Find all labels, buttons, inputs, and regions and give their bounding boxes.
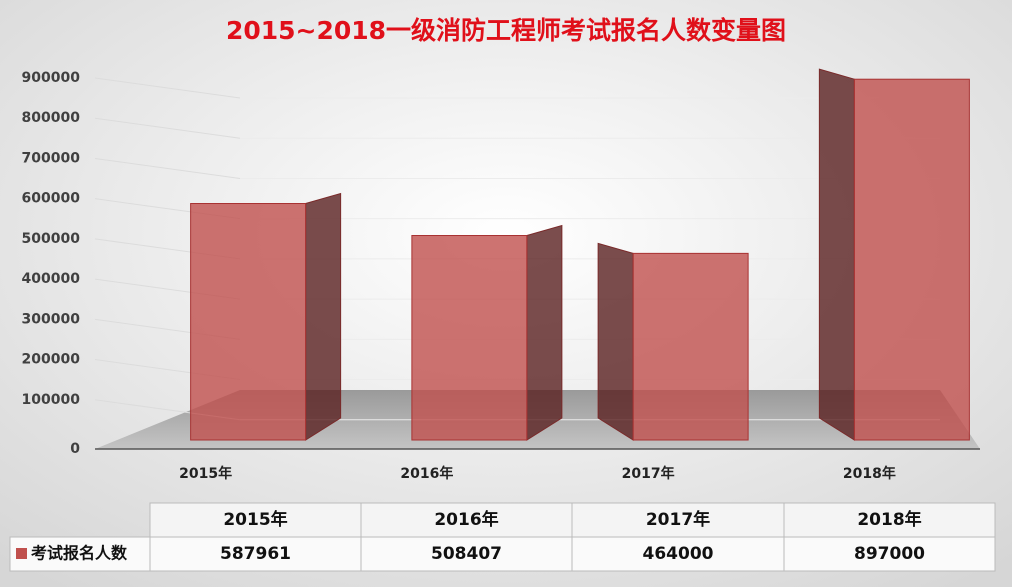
x-tick-label: 2015年 bbox=[179, 465, 232, 482]
bar bbox=[632, 252, 749, 441]
bar-side bbox=[818, 68, 855, 441]
y-tick-label: 500000 bbox=[22, 231, 81, 247]
x-tick-label: 2016年 bbox=[400, 465, 453, 482]
bar-side bbox=[305, 192, 342, 441]
x-tick-label: 2017年 bbox=[622, 465, 675, 482]
data-table: 考试报名人数 2015年 587961 2016年 508407 2017年 464000 2… bbox=[9, 502, 996, 572]
bar bbox=[853, 78, 970, 441]
legend-swatch bbox=[16, 548, 27, 559]
table-header: 2015年 bbox=[223, 509, 287, 530]
x-tick-label: 2018年 bbox=[843, 465, 896, 482]
table-value: 464000 bbox=[643, 544, 714, 564]
table-value: 897000 bbox=[854, 544, 925, 564]
y-tick-label: 900000 bbox=[22, 70, 81, 86]
y-tick-label: 600000 bbox=[22, 191, 81, 207]
y-tick-label: 0 bbox=[70, 441, 80, 457]
bar-side bbox=[526, 224, 563, 441]
table-row-bg bbox=[9, 536, 996, 572]
bar bbox=[411, 235, 528, 441]
bars: 2015年 2016年 2017年 2018年 bbox=[179, 68, 970, 482]
grid-line bbox=[94, 77, 241, 99]
table-value: 508407 bbox=[431, 544, 502, 564]
chart-title: 2015~2018一级消防工程师考试报名人数变量图 bbox=[226, 16, 786, 45]
y-tick-label: 700000 bbox=[22, 150, 81, 166]
bar-side bbox=[597, 242, 634, 441]
table-header: 2016年 bbox=[434, 509, 498, 530]
y-tick-label: 100000 bbox=[22, 392, 81, 408]
bar bbox=[190, 203, 307, 441]
grid-line bbox=[94, 157, 241, 179]
legend-label: 考试报名人数 bbox=[31, 544, 128, 563]
table-header: 2018年 bbox=[857, 509, 921, 530]
y-tick-label: 400000 bbox=[22, 271, 81, 287]
y-tick-label: 800000 bbox=[22, 110, 81, 126]
y-tick-label: 300000 bbox=[22, 311, 81, 327]
grid-line bbox=[94, 117, 241, 139]
table-value: 587961 bbox=[220, 544, 291, 564]
table-header: 2017年 bbox=[646, 509, 710, 530]
y-tick-label: 200000 bbox=[22, 352, 81, 368]
